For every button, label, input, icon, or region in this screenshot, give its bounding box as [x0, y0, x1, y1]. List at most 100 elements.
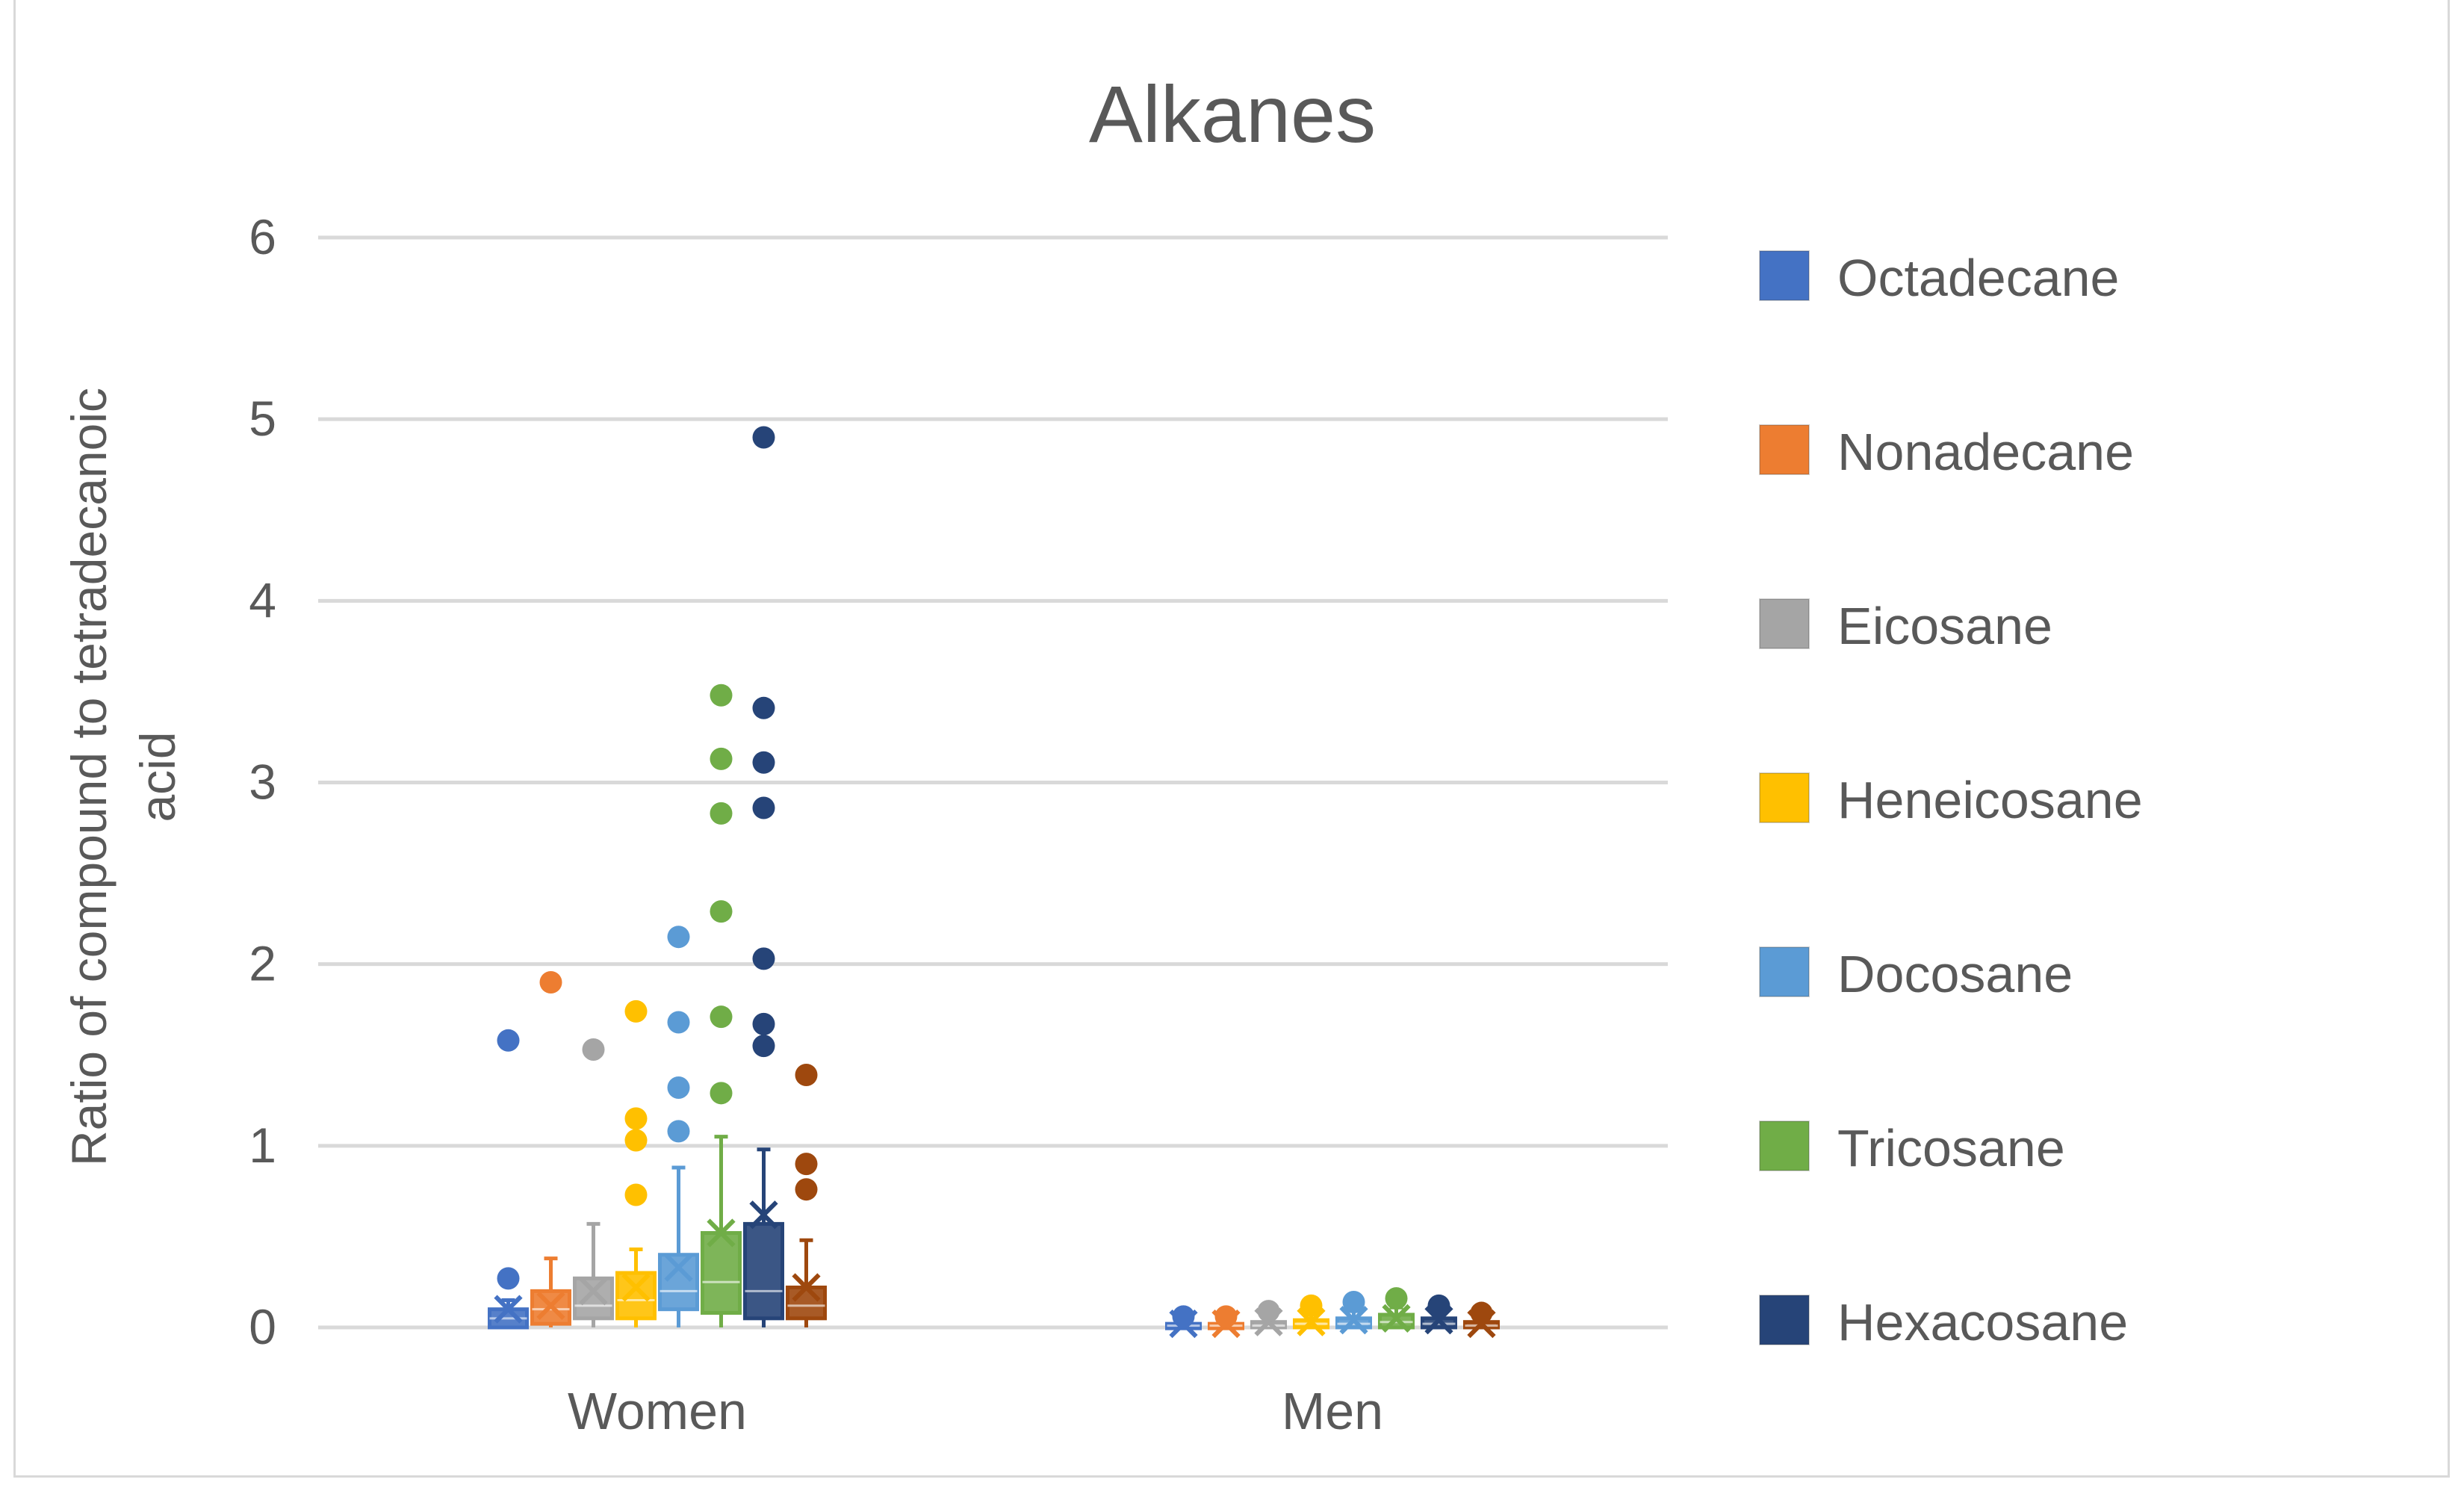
box-women — [530, 970, 571, 1327]
outlier-point — [624, 1183, 648, 1206]
y-tick-label-3: 3 — [249, 754, 276, 810]
outlier-point — [710, 747, 733, 770]
y-axis-title-line-1: Ratio of compound to tetradecanoic — [61, 388, 117, 1166]
legend-label: Eicosane — [1837, 597, 2052, 655]
box-women — [658, 926, 699, 1327]
box-men — [1463, 1301, 1500, 1339]
legend-label: Octadecane — [1837, 249, 2119, 307]
mean-marker — [792, 1273, 821, 1302]
legend-swatch — [1759, 250, 1810, 301]
series-docosane — [658, 926, 1372, 1335]
outlier-point — [710, 802, 733, 825]
box-plots — [488, 426, 1500, 1339]
legend-swatch — [1759, 598, 1810, 649]
legend-item-hexacosane: Hexacosane — [1759, 1293, 2128, 1351]
outlier-point — [582, 1038, 605, 1061]
gridlines — [318, 235, 1668, 1330]
outlier-point — [1470, 1301, 1493, 1324]
series-hexacosane — [743, 426, 1457, 1335]
outlier-point — [1214, 1305, 1238, 1328]
series-nonadecane — [530, 970, 1244, 1339]
legend-swatch — [1759, 424, 1810, 475]
box-men — [1293, 1294, 1329, 1336]
box-men — [1421, 1294, 1457, 1335]
outlier-point — [752, 751, 775, 774]
box-men — [1250, 1300, 1287, 1336]
outlier-point — [752, 1012, 775, 1035]
outlier-point — [624, 1129, 648, 1152]
outlier-point — [1385, 1287, 1408, 1310]
outlier-point — [795, 1063, 818, 1086]
outlier-point — [710, 900, 733, 923]
box-men — [1335, 1290, 1372, 1335]
y-tick-label-5: 5 — [249, 391, 276, 446]
mean-marker — [621, 1273, 651, 1302]
legend-label: Hexacosane — [1837, 1293, 2128, 1351]
mean-marker — [494, 1295, 523, 1324]
box — [786, 1286, 827, 1321]
y-tick-label-0: 0 — [249, 1299, 276, 1354]
y-tick-label-6: 6 — [249, 209, 276, 264]
box-women — [786, 1063, 827, 1327]
box — [573, 1276, 614, 1321]
legend-swatch — [1759, 946, 1810, 997]
y-tick-labels: 0 1 2 3 4 5 6 — [249, 209, 276, 1354]
chart-frame — [13, 0, 2450, 1478]
outlier-point — [795, 1153, 818, 1176]
outlier-point — [752, 796, 775, 819]
outlier-point — [710, 1005, 733, 1029]
legend-item-eicosane: Eicosane — [1759, 597, 2052, 655]
outlier-point — [1427, 1294, 1450, 1317]
mean-marker — [749, 1200, 778, 1230]
mean-marker — [664, 1253, 693, 1282]
outlier-point — [710, 1082, 733, 1105]
box-women — [701, 684, 742, 1327]
box-men — [1378, 1287, 1415, 1333]
outlier-point — [710, 684, 733, 707]
legend-swatch — [1759, 1121, 1810, 1171]
box-women — [488, 1029, 529, 1330]
outlier-point — [667, 1120, 690, 1143]
outlier-point — [667, 926, 690, 949]
mean-marker — [707, 1218, 736, 1248]
outlier-point — [752, 696, 775, 719]
outlier-point — [752, 426, 775, 449]
outlier-point — [795, 1178, 818, 1201]
series-tricosane — [701, 684, 1415, 1333]
mean-marker — [1339, 1306, 1368, 1335]
legend-label: Tricosane — [1837, 1119, 2065, 1177]
outlier-point — [539, 970, 562, 994]
outlier-point — [497, 1029, 520, 1052]
legend-label: Docosane — [1837, 945, 2073, 1003]
box — [615, 1271, 657, 1321]
box-women — [573, 1038, 614, 1327]
box-men — [1208, 1305, 1244, 1339]
series-heneicosane — [615, 999, 1329, 1336]
outlier-point — [1257, 1300, 1280, 1323]
outlier-point — [667, 1076, 690, 1100]
legend-item-heneicosane: Heneicosane — [1759, 771, 2143, 829]
legend-item-docosane: Docosane — [1759, 945, 2073, 1003]
box-men — [1165, 1305, 1202, 1339]
y-tick-label-2: 2 — [249, 936, 276, 991]
mean-marker — [579, 1277, 608, 1306]
box-women — [615, 999, 657, 1327]
mean-marker — [1382, 1304, 1411, 1333]
series-eicosane — [573, 1038, 1287, 1336]
box — [743, 1221, 784, 1321]
mean-marker — [1297, 1307, 1326, 1336]
legend-swatch — [1759, 772, 1810, 823]
legend-label: Nonadecane — [1837, 423, 2134, 481]
outlier-point — [624, 999, 648, 1023]
outlier-point — [1300, 1294, 1323, 1317]
series-series-8 — [786, 1063, 1500, 1339]
box-women — [743, 426, 784, 1327]
category-label-men: Men — [1282, 1382, 1383, 1440]
y-axis-title-line-2: acid — [130, 731, 185, 822]
outlier-point — [752, 947, 775, 970]
outlier-point — [1172, 1305, 1195, 1328]
legend-label: Heneicosane — [1837, 771, 2143, 829]
legend-item-octadecane: Octadecane — [1759, 249, 2119, 307]
category-labels: Women Men — [568, 1382, 1383, 1440]
